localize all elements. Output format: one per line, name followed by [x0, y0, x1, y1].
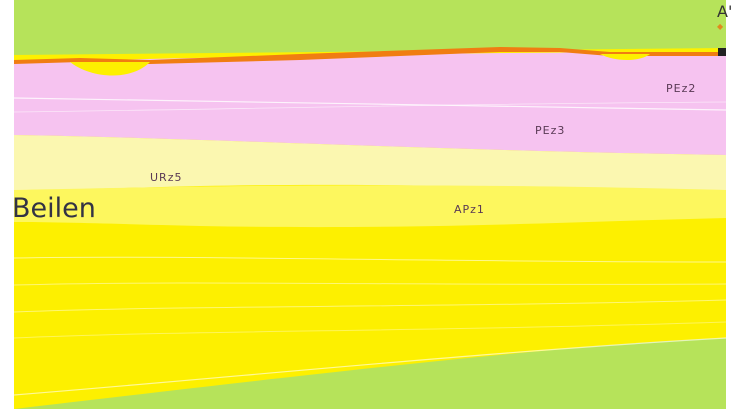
unit-label-pez3: PEz3: [535, 124, 566, 137]
diamond-icon: ◆: [717, 22, 724, 31]
green-boundary: [13, 337, 727, 396]
unit-label-pez2: PEz2: [666, 82, 697, 95]
place-name-label: Beilen: [12, 193, 96, 224]
layer-boundary: [13, 256, 727, 263]
surface-layer: [14, 47, 726, 64]
pale-zone-layer: [14, 135, 726, 190]
unit-label-apz1: APz1: [454, 203, 485, 216]
section-end-cap: [718, 48, 726, 56]
layer-boundary: [13, 299, 727, 313]
section-end-label: A': [717, 2, 733, 21]
apz1-layer: [14, 185, 726, 228]
channel-fill: [600, 54, 650, 60]
layer-boundary: [13, 282, 727, 286]
unit-label-urz5: URz5: [150, 171, 183, 184]
layer-boundary: [13, 321, 727, 339]
channel-fill: [70, 62, 150, 76]
layer-boundary: [13, 101, 727, 113]
